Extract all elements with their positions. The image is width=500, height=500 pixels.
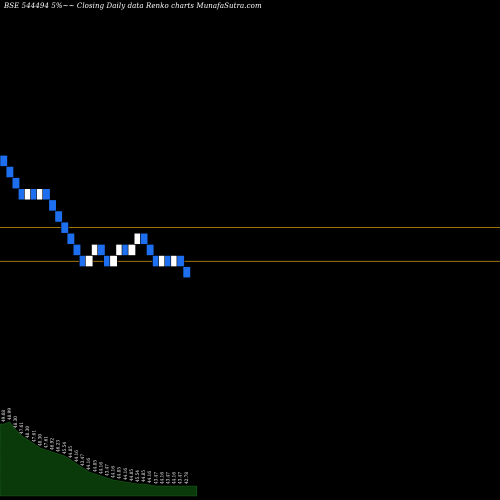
- volume-area: [0, 421, 198, 497]
- volume-label: 49.68: [1, 410, 6, 422]
- renko-brick: [140, 232, 149, 245]
- volume-label: 44.16: [98, 462, 103, 474]
- volume-label: 43.47: [153, 472, 158, 484]
- volume-label: 48.30: [37, 434, 42, 446]
- renko-bricks: [0, 155, 191, 279]
- volume-label: 43.47: [178, 472, 183, 484]
- volume-label: 44.16: [123, 468, 128, 480]
- volume-label: 44.16: [172, 472, 177, 484]
- volume-label: 43.47: [104, 464, 109, 476]
- renko-brick: [66, 232, 75, 245]
- volume-label: 42.78: [184, 472, 189, 484]
- volume-label: 44.16: [86, 458, 91, 470]
- renko-brick: [127, 244, 136, 256]
- volume-label: 44.85: [129, 469, 134, 481]
- volume-label: 46.23: [56, 440, 61, 452]
- renko-brick: [60, 221, 69, 234]
- volume-label: 44.85: [117, 467, 122, 479]
- volume-label: 44.85: [68, 446, 73, 458]
- volume-label: 44.16: [74, 450, 79, 462]
- renko-brick: [11, 177, 20, 190]
- volume-label: 43.47: [80, 454, 85, 466]
- volume-label: 45.54: [135, 470, 140, 482]
- renko-brick: [54, 210, 63, 223]
- renko-brick: [85, 255, 94, 267]
- volume-label: 44.85: [141, 470, 146, 482]
- volume-label: 47.61: [31, 430, 36, 442]
- volume-area-shape: [0, 421, 198, 497]
- renko-brick: [48, 199, 57, 212]
- volume-label: 48.30: [13, 416, 18, 428]
- renko-brick: [176, 255, 185, 267]
- renko-brick: [97, 244, 106, 256]
- volume-label: 44.16: [111, 466, 116, 478]
- renko-brick: [0, 155, 8, 167]
- renko-brick: [109, 255, 118, 267]
- volume-label: 44.16: [147, 471, 152, 483]
- volume-label: 48.99: [7, 408, 12, 420]
- volume-label: 44.85: [92, 460, 97, 472]
- volume-label: 47.61: [43, 436, 48, 448]
- renko-brick: [42, 188, 51, 201]
- volume-label: 47.61: [19, 422, 24, 434]
- renko-brick: [182, 266, 191, 279]
- renko-brick: [146, 244, 155, 256]
- volume-label: 45.54: [62, 442, 67, 454]
- volume-label: 44.16: [159, 472, 164, 484]
- renko-brick: [72, 244, 81, 256]
- renko-brick: [5, 166, 14, 178]
- volume-label: 46.92: [50, 438, 55, 450]
- chart-title: BSE 544494 5%~~ Closing Daily data Renko…: [4, 2, 262, 10]
- volume-label: 48.30: [25, 426, 30, 438]
- volume-label: 43.47: [165, 472, 170, 484]
